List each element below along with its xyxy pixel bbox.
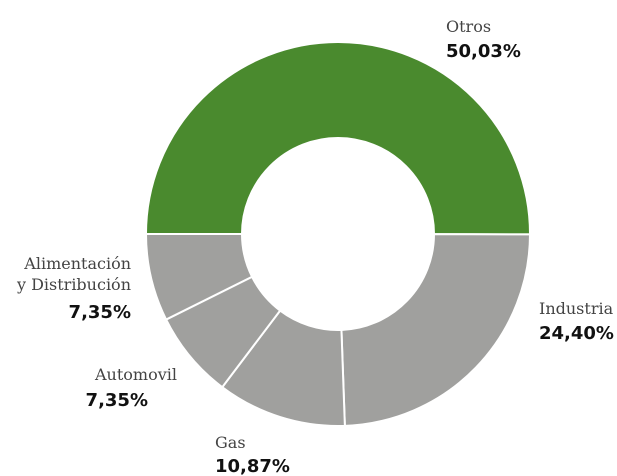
label-gas-value: 10,87% [215, 456, 290, 476]
label-automovil-name: Automovil [94, 365, 177, 384]
slice-industria [340, 233, 532, 427]
label-automovil-value: 7,35% [86, 390, 148, 411]
label-gas: Gas 10,87% [215, 433, 290, 476]
label-otros: Otros 50,03% [446, 17, 521, 62]
label-otros-value: 50,03% [446, 41, 521, 62]
label-alimentacion-name-line1: Alimentación [23, 254, 131, 273]
slice-alimentacion [144, 233, 254, 321]
label-automovil: Automovil 7,35% [86, 365, 177, 411]
label-industria-name: Industria [539, 299, 614, 318]
label-industria: Industria 24,40% [539, 299, 614, 344]
label-alimentacion-value: 7,35% [69, 302, 131, 323]
label-gas-name: Gas [215, 433, 246, 452]
label-alimentacion: Alimentación y Distribución 7,35% [16, 254, 131, 323]
slice-labels: Otros 50,03% Industria 24,40% Gas 10,87%… [16, 17, 614, 476]
donut-slices [144, 41, 532, 427]
label-alimentacion-name-line2: y Distribución [16, 275, 131, 294]
label-otros-name: Otros [446, 17, 491, 36]
slice-otros [144, 41, 532, 236]
label-industria-value: 24,40% [539, 323, 614, 344]
